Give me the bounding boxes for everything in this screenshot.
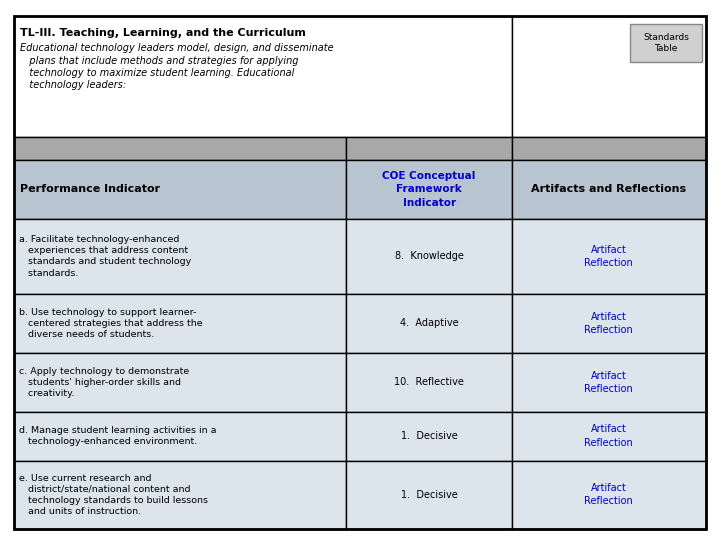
Bar [14,219,346,294]
Bar [512,219,706,294]
Bar [14,461,346,529]
Text: Artifact
Reflection: Artifact Reflection [585,312,633,335]
Bar [14,160,346,219]
Bar [512,16,706,137]
Bar [14,16,512,137]
Bar [512,137,706,160]
Text: COE Conceptual
Framework
Indicator: COE Conceptual Framework Indicator [382,171,476,207]
Bar [512,461,706,529]
Text: c. Apply technology to demonstrate
   students' higher-order skills and
   creat: c. Apply technology to demonstrate stude… [19,367,189,398]
Bar [512,353,706,411]
Text: Artifact
Reflection: Artifact Reflection [585,424,633,448]
Text: 8.  Knowledge: 8. Knowledge [395,251,464,261]
Text: Artifact
Reflection: Artifact Reflection [585,370,633,394]
Text: e. Use current research and
   district/state/national content and
   technology: e. Use current research and district/sta… [19,474,208,516]
Bar [512,411,706,461]
Text: 1.  Decisive: 1. Decisive [401,431,457,441]
Text: d. Manage student learning activities in a
   technology-enhanced environment.: d. Manage student learning activities in… [19,426,216,446]
Bar [14,353,346,411]
Bar [346,137,512,160]
Bar [512,294,706,353]
Bar [14,294,346,353]
Bar [14,137,346,160]
Text: TL-III. Teaching, Learning, and the Curriculum: TL-III. Teaching, Learning, and the Curr… [20,28,306,38]
Text: Educational technology leaders model, design, and disseminate
   plans that incl: Educational technology leaders model, de… [20,43,334,90]
Text: Artifacts and Reflections: Artifacts and Reflections [531,184,686,194]
Text: 1.  Decisive: 1. Decisive [401,490,457,500]
Bar [346,411,512,461]
Bar [346,353,512,411]
Text: b. Use technology to support learner-
   centered strategies that address the
  : b. Use technology to support learner- ce… [19,308,202,339]
Text: Artifact
Reflection: Artifact Reflection [585,245,633,268]
Text: Standards
Table: Standards Table [643,33,689,53]
Text: Performance Indicator: Performance Indicator [20,184,161,194]
Bar [512,160,706,219]
Text: Artifact
Reflection: Artifact Reflection [585,483,633,507]
Bar [14,411,346,461]
Bar [346,160,512,219]
Bar [346,461,512,529]
Bar [346,219,512,294]
Bar [346,294,512,353]
Bar [630,24,702,62]
Text: 10.  Reflective: 10. Reflective [394,377,464,387]
Text: a. Facilitate technology-enhanced
   experiences that address content
   standar: a. Facilitate technology-enhanced experi… [19,235,191,278]
Text: 4.  Adaptive: 4. Adaptive [400,319,459,328]
